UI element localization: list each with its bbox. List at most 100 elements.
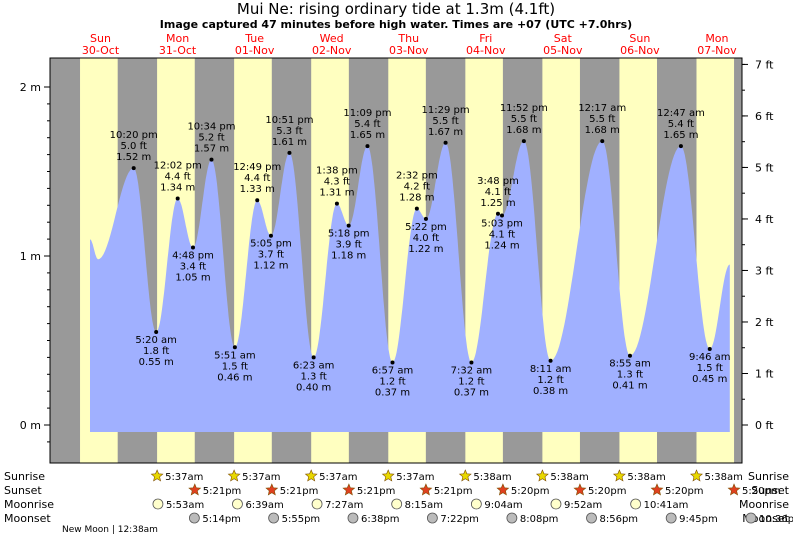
- sunrise-time: 5:38am: [704, 472, 742, 483]
- low-tide-label: 1.2 ft: [458, 376, 484, 387]
- low-tide-label: 5:05 pm: [250, 239, 292, 250]
- almanac-row-label-right: Sunrise: [748, 470, 789, 483]
- high-tide-label: 2:32 pm: [396, 171, 438, 182]
- low-tide-label: 0.38 m: [533, 386, 568, 397]
- tide-point: [521, 139, 526, 144]
- plot-frame: [49, 57, 743, 464]
- high-tide-label: 11:52 pm: [500, 103, 548, 114]
- high-tide-label: 12:02 pm: [154, 161, 202, 172]
- y-right-tick-label: 4 ft: [755, 213, 774, 226]
- low-tide-label: 0.37 m: [454, 387, 489, 398]
- low-tide-label: 1.22 m: [408, 244, 443, 255]
- tide-point: [287, 150, 292, 155]
- high-tide-label: 12:47 am: [657, 108, 705, 119]
- moonrise-moon-icon: [630, 498, 642, 510]
- moonrise-moon-icon: [152, 498, 164, 510]
- low-tide-label: 7:32 am: [451, 365, 493, 376]
- moonset-time: 5:14pm: [202, 514, 241, 525]
- tide-point: [390, 360, 395, 365]
- high-tide-label: 11:29 pm: [422, 105, 470, 116]
- moonrise-moon-icon: [470, 498, 482, 510]
- sunset-star-icon: [650, 483, 664, 496]
- low-tide-label: 0.55 m: [139, 357, 174, 368]
- sunset-time: 5:20pm: [665, 486, 704, 497]
- day-of-week-label: Thu: [397, 32, 419, 45]
- high-tide-label: 1.31 m: [319, 188, 354, 199]
- high-tide-label: 1.52 m: [116, 152, 151, 163]
- tide-point: [423, 216, 428, 221]
- high-tide-label: 1.68 m: [506, 125, 541, 136]
- y-left-tick-label: 2 m: [20, 81, 41, 94]
- low-tide-label: 0.40 m: [296, 382, 331, 393]
- sunrise-time: 5:38am: [473, 472, 511, 483]
- almanac-row-label-left: Moonset: [4, 512, 51, 525]
- low-tide-label: 6:23 am: [293, 360, 335, 371]
- sunset-star-icon: [265, 483, 279, 496]
- tide-point: [627, 353, 632, 358]
- almanac-row-label-left: Sunrise: [4, 470, 45, 483]
- sunrise-time: 5:38am: [627, 472, 665, 483]
- tide-point: [255, 198, 260, 203]
- moonset-time: 8:08pm: [520, 514, 559, 525]
- moonrise-time: 8:15am: [405, 500, 443, 511]
- y-right-tick-label: 7 ft: [755, 58, 774, 71]
- high-tide-label: 5.3 ft: [276, 126, 302, 137]
- moonset-moon-icon: [745, 512, 757, 524]
- high-tide-label: 4.3 ft: [324, 177, 350, 188]
- high-tide-label: 4.4 ft: [244, 173, 270, 184]
- tide-point: [346, 223, 351, 228]
- high-tide-label: 12:17 am: [578, 103, 626, 114]
- sunset-star-icon: [419, 483, 433, 496]
- chart-subtitle: Image captured 47 minutes before high wa…: [160, 18, 632, 31]
- low-tide-label: 3.9 ft: [336, 240, 362, 251]
- sunrise-star-icon: [304, 469, 318, 482]
- tide-point: [209, 157, 214, 162]
- low-tide-label: 1.05 m: [175, 273, 210, 284]
- low-tide-label: 8:55 am: [609, 359, 651, 370]
- high-tide-label: 12:49 pm: [233, 162, 281, 173]
- low-tide-label: 0.41 m: [612, 381, 647, 392]
- y-left-tick-label: 0 m: [20, 419, 41, 432]
- high-tide-label: 1.61 m: [272, 137, 307, 148]
- sunrise-star-icon: [458, 469, 472, 482]
- low-tide-label: 1.3 ft: [300, 371, 326, 382]
- moonset-moon-icon: [188, 512, 200, 524]
- low-tide-label: 1.2 ft: [379, 376, 405, 387]
- moon-phase-note: New Moon | 12:38am: [62, 525, 158, 535]
- y-right-tick-label: 6 ft: [755, 110, 774, 123]
- high-tide-label: 1.67 m: [428, 127, 463, 138]
- day-of-week-label: Wed: [320, 32, 344, 45]
- moonset-moon-icon: [268, 512, 280, 524]
- sunrise-time: 5:37am: [396, 472, 434, 483]
- high-tide-label: 4.1 ft: [485, 187, 511, 198]
- tide-area: [90, 141, 730, 432]
- date-label: 01-Nov: [235, 44, 275, 57]
- tide-point: [600, 139, 605, 144]
- day-of-week-label: Mon: [705, 32, 728, 45]
- moonrise-time: 6:39am: [245, 500, 283, 511]
- night-band: [50, 58, 81, 463]
- y-right-tick-label: 2 ft: [755, 316, 774, 329]
- sunset-time: 5:21pm: [280, 486, 319, 497]
- sunrise-star-icon: [227, 469, 241, 482]
- low-tide-label: 1.18 m: [331, 251, 366, 262]
- low-tide-label: 6:57 am: [372, 365, 414, 376]
- sunset-star-icon: [573, 483, 587, 496]
- tide-point: [154, 330, 159, 335]
- date-label: 31-Oct: [159, 44, 197, 57]
- tide-point: [190, 245, 195, 250]
- sunset-star-icon: [496, 483, 510, 496]
- high-tide-label: 1.65 m: [663, 130, 698, 141]
- moonset-time: 9:45pm: [679, 514, 718, 525]
- tide-point: [175, 196, 180, 201]
- moonrise-moon-icon: [391, 498, 403, 510]
- moonrise-moon-icon: [232, 498, 243, 510]
- tide-point: [131, 166, 136, 171]
- day-of-week-label: Sun: [90, 32, 111, 45]
- moonrise-time: 9:04am: [484, 500, 522, 511]
- moonset-moon-icon: [347, 512, 359, 524]
- high-tide-label: 4.2 ft: [404, 182, 430, 193]
- tide-point: [365, 144, 370, 149]
- day-of-week-label: Sun: [629, 32, 650, 45]
- sunrise-time: 5:37am: [242, 472, 280, 483]
